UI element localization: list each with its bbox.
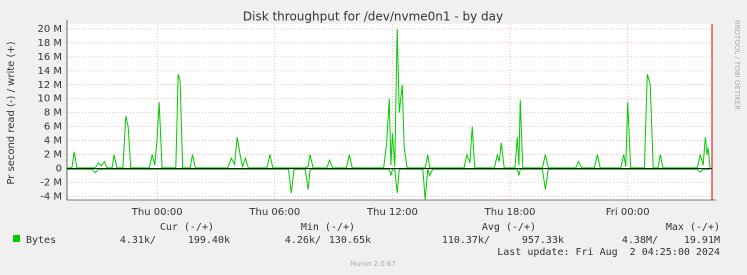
y-axis-label: Pr second read (-) / write (+) xyxy=(6,41,17,184)
legend-header: Min (-/+) xyxy=(301,222,355,233)
y-tick-label: 16 M xyxy=(37,52,62,63)
chart-title: Disk throughput for /dev/nvme0n1 - by da… xyxy=(243,10,503,24)
x-tick-label: Fri 00:00 xyxy=(606,207,650,218)
legend-header: Avg (-/+) xyxy=(482,222,536,233)
legend-value: 4.26k/ xyxy=(285,235,321,246)
y-tick-label: 18 M xyxy=(37,38,62,49)
y-tick-label: 20 M xyxy=(37,24,62,35)
legend-value: 19.91M xyxy=(684,235,720,246)
y-tick-label: -2 M xyxy=(40,178,62,189)
series-line xyxy=(67,28,711,169)
y-tick-label: 10 M xyxy=(37,94,62,105)
y-tick-label: 14 M xyxy=(37,66,62,77)
last-update: Last update: Fri Aug 2 04:25:00 2024 xyxy=(497,247,720,258)
y-tick-label: 12 M xyxy=(37,80,62,91)
legend-header: Cur (-/+) xyxy=(160,222,214,233)
legend-value: 130.65k xyxy=(329,235,371,246)
legend-header: Max (-/+) xyxy=(666,222,720,233)
legend-value: 4.31k/ xyxy=(120,235,156,246)
x-tick-label: Thu 18:00 xyxy=(484,207,536,218)
y-tick-label: 2 M xyxy=(44,150,62,161)
legend-value: 199.40k xyxy=(188,235,230,246)
series-line xyxy=(67,168,711,201)
legend-value: 110.37k/ xyxy=(442,235,490,246)
footer: Munin 2.0.67 xyxy=(350,260,396,268)
legend-value: 4.38M/ xyxy=(622,235,658,246)
y-tick-label: 8 M xyxy=(44,108,62,119)
legend-label: Bytes xyxy=(26,235,56,246)
y-tick-label: -4 M xyxy=(40,192,62,203)
y-tick-label: 4 M xyxy=(44,136,62,147)
x-tick-label: Thu 06:00 xyxy=(248,207,300,218)
side-label: RRDTOOL / TOBI OETIKER xyxy=(733,20,741,110)
legend-swatch xyxy=(13,235,20,242)
legend-value: 957.33k xyxy=(522,235,564,246)
x-tick-label: Thu 00:00 xyxy=(131,207,183,218)
x-tick-label: Thu 12:00 xyxy=(366,207,418,218)
y-tick-label: 6 M xyxy=(44,122,62,133)
y-tick-label: 0 xyxy=(56,164,62,175)
